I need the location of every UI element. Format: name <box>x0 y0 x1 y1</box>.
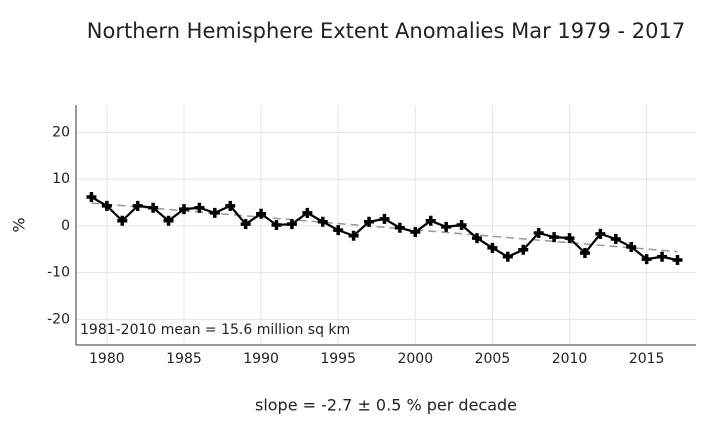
marker <box>549 232 560 243</box>
marker <box>657 251 668 262</box>
marker <box>256 208 267 219</box>
marker <box>117 215 128 226</box>
marker <box>518 244 529 255</box>
data-line <box>90 196 678 262</box>
marker <box>148 202 159 213</box>
marker <box>225 200 236 211</box>
marker <box>178 204 189 215</box>
marker <box>487 242 498 253</box>
marker <box>441 221 452 232</box>
chart-title: Northern Hemisphere Extent Anomalies Mar… <box>87 19 685 43</box>
x-tick-label: 1985 <box>166 351 202 367</box>
marker <box>286 219 297 230</box>
marker <box>240 219 251 230</box>
y-tick-label: 10 <box>52 171 70 187</box>
y-tick-label: 20 <box>52 125 70 141</box>
marker <box>564 233 575 244</box>
marker <box>672 255 683 266</box>
x-tick-label: 2000 <box>397 351 433 367</box>
marker <box>641 254 652 265</box>
y-tick-label: -20 <box>47 311 70 327</box>
x-axis-label: slope = -2.7 ± 0.5 % per decade <box>255 396 517 415</box>
marker <box>194 202 205 213</box>
x-tick-label: 2010 <box>552 351 588 367</box>
trend-line <box>91 202 678 253</box>
x-tick-label: 2015 <box>629 351 665 367</box>
marker <box>579 248 590 259</box>
marker <box>364 216 375 227</box>
marker <box>86 191 97 202</box>
x-tick-label: 1995 <box>320 351 356 367</box>
marker <box>502 251 513 262</box>
y-axis-label: % <box>10 217 29 232</box>
marker <box>595 228 606 239</box>
marker <box>471 233 482 244</box>
marker <box>302 207 313 218</box>
x-tick-label: 2005 <box>475 351 511 367</box>
marker <box>425 215 436 226</box>
marker <box>132 200 143 211</box>
marker <box>626 241 637 252</box>
marker <box>533 227 544 238</box>
marker <box>379 213 390 224</box>
marker <box>610 234 621 245</box>
marker <box>456 220 467 230</box>
y-tick-label: 0 <box>61 218 70 234</box>
x-tick-label: 1980 <box>89 351 125 367</box>
marker <box>271 220 282 230</box>
marker <box>209 207 220 218</box>
marker <box>394 222 405 233</box>
x-tick-label: 1990 <box>243 351 279 367</box>
marker <box>333 225 344 236</box>
y-tick-label: -10 <box>47 265 70 281</box>
marker <box>410 227 421 238</box>
marker <box>101 200 112 211</box>
marker <box>163 215 174 226</box>
marker <box>317 216 328 227</box>
marker <box>348 230 359 241</box>
annotation: 1981-2010 mean = 15.6 million sq km <box>80 322 350 338</box>
